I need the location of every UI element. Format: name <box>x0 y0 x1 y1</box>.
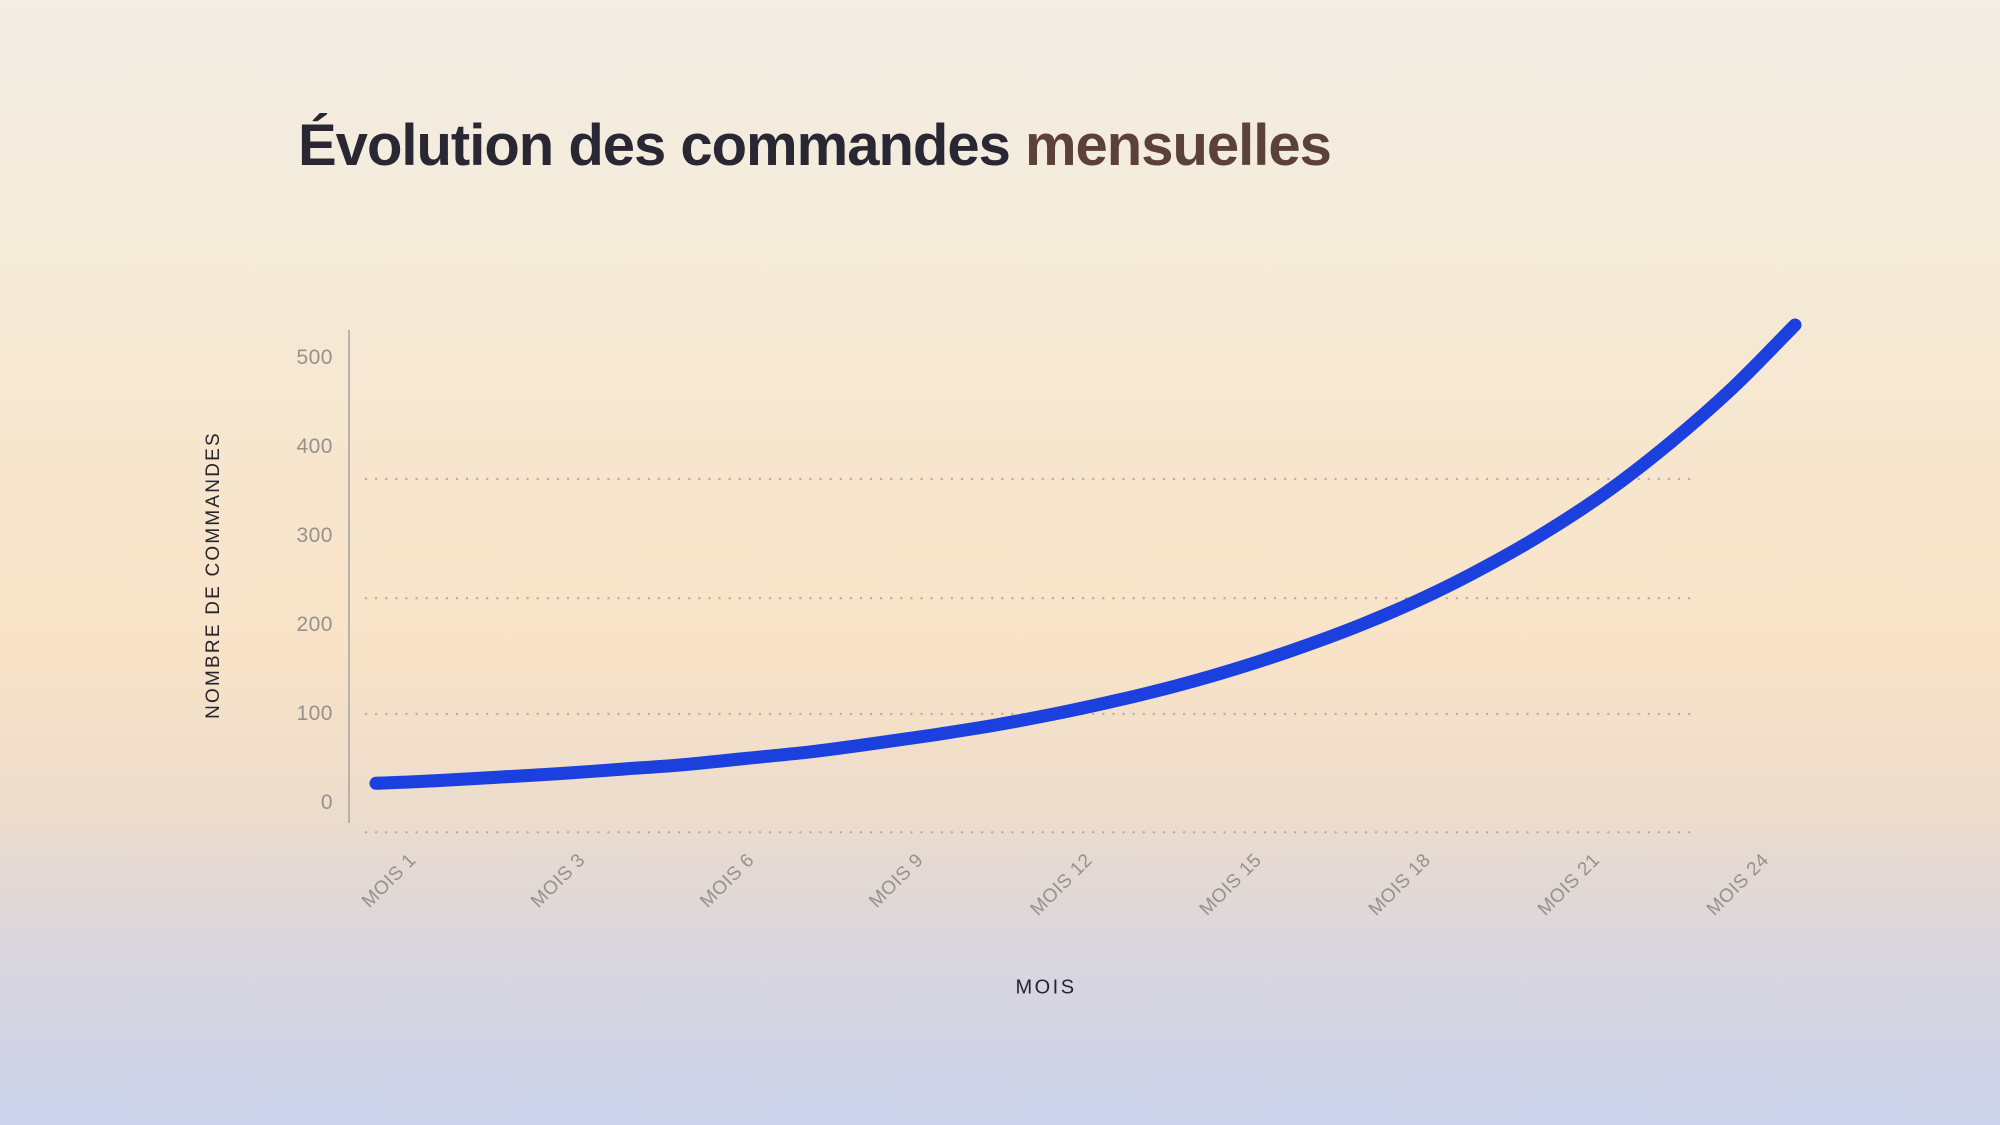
y-tick-label: 300 <box>296 524 333 547</box>
y-tick-label: 0 <box>321 791 333 814</box>
data-series-line <box>369 318 1802 790</box>
x-tick-label: MOIS 12 <box>1027 850 1097 920</box>
x-tick-label: MOIS 1 <box>358 850 421 913</box>
x-axis-title: MOIS <box>1015 976 1077 999</box>
x-tick-label: MOIS 6 <box>696 850 759 913</box>
y-axis-title: NOMBRE DE COMMANDES <box>203 431 224 719</box>
x-tick-label: MOIS 18 <box>1365 850 1435 920</box>
y-tick-label: 100 <box>296 702 333 725</box>
x-tick-label: MOIS 24 <box>1703 850 1773 920</box>
x-tick-label: MOIS 15 <box>1196 850 1266 920</box>
x-tick-label: MOIS 9 <box>865 850 928 913</box>
chart-title: Évolution des commandes mensuelles <box>298 112 1332 179</box>
y-tick-label: 500 <box>296 346 333 369</box>
y-tick-label: 200 <box>296 613 333 636</box>
chart-title-accent: mensuelles <box>1024 113 1332 178</box>
x-tick-label: MOIS 3 <box>527 850 590 913</box>
y-tick-label: 400 <box>296 435 333 458</box>
x-tick-label: MOIS 21 <box>1534 850 1604 920</box>
chart-title-main: Évolution des commandes <box>298 113 1011 178</box>
